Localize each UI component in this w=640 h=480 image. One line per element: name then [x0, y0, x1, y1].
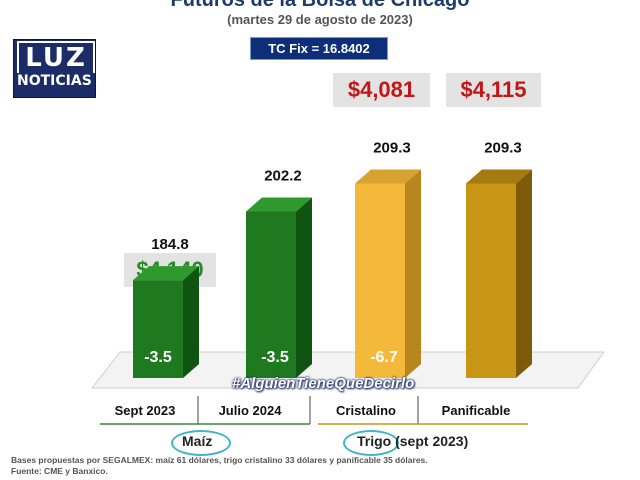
footnote-source: Fuente: CME y Banxico. — [11, 466, 108, 476]
logo-text-bottom: NOTICIAS — [17, 73, 92, 89]
bar-top-0 — [133, 266, 199, 281]
bar-3 — [466, 183, 516, 378]
bar-top-2 — [355, 169, 421, 184]
value-label-1: 202.2 — [264, 168, 302, 185]
category-label-3: Panificable — [442, 403, 511, 418]
category-label-2: Cristalino — [336, 403, 396, 418]
group-circle-trigo — [343, 430, 399, 456]
hashtag-watermark: #AlguienTieneQueDecirlo — [232, 375, 415, 392]
value-label-0: 184.8 — [151, 236, 189, 253]
change-label-1: -3.5 — [261, 349, 289, 366]
category-label-1: Julio 2024 — [219, 403, 283, 418]
bar-2 — [355, 183, 405, 378]
category-label-0: Sept 2023 — [115, 403, 176, 418]
bar-side-2 — [405, 169, 421, 378]
exchange-rate-badge: TC Fix = 16.8402 — [250, 37, 388, 60]
bar-0 — [133, 280, 183, 378]
group-circle-maiz — [171, 430, 231, 456]
bar-top-1 — [246, 197, 312, 212]
bar-1 — [246, 211, 296, 378]
bar-side-0 — [183, 266, 199, 378]
price-box-panificable: $4,115 — [446, 73, 541, 107]
value-label-2: 209.3 — [373, 139, 411, 156]
change-label-0: -3.5 — [144, 349, 172, 366]
chart-subtitle: (martes 29 de agosto de 2023) — [227, 12, 413, 27]
footnote-bases: Bases propuestas por SEGALMEX: maíz 61 d… — [11, 455, 428, 465]
price-box-cristalino: $4,081 — [333, 73, 430, 107]
bar-top-3 — [466, 169, 532, 184]
value-label-3: 209.3 — [484, 139, 522, 156]
bar-side-3 — [516, 169, 532, 378]
group-label-maiz: Maíz — [182, 433, 213, 449]
logo-text-top: LUZ — [17, 41, 95, 73]
chart-title: Futuros de la Bolsa de Chicago — [170, 0, 470, 11]
group-label-trigo: Trigo (sept 2023) — [357, 433, 469, 449]
bar-side-1 — [296, 197, 312, 378]
luz-noticias-logo: LUZ NOTICIAS — [13, 39, 96, 98]
change-label-2: -6.7 — [370, 349, 398, 366]
